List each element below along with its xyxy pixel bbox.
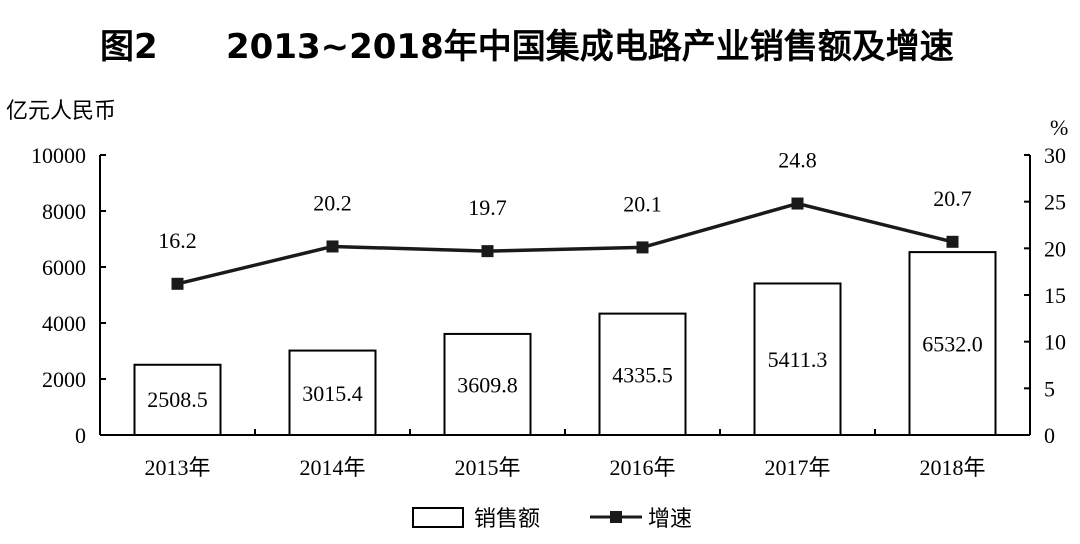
bar-value-label: 4335.5 bbox=[612, 362, 673, 387]
growth-value-label: 19.7 bbox=[468, 195, 507, 220]
y-right-tick-label: 25 bbox=[1044, 190, 1066, 215]
growth-marker bbox=[946, 235, 959, 248]
growth-marker bbox=[636, 241, 649, 254]
growth-line bbox=[177, 201, 953, 286]
bar-value-label: 5411.3 bbox=[768, 347, 828, 372]
chart-title: 2013~2018年中国集成电路产业销售额及增速 bbox=[226, 27, 954, 67]
x-tick-label: 2017年 bbox=[764, 455, 830, 480]
growth-value-label: 24.8 bbox=[778, 148, 817, 173]
x-tick-label: 2015年 bbox=[454, 455, 520, 480]
growth-value-label: 20.1 bbox=[623, 191, 662, 216]
bar bbox=[908, 251, 997, 436]
bar-value-label: 6532.0 bbox=[922, 332, 983, 357]
legend-bar-label: 销售额 bbox=[474, 507, 540, 532]
x-tick-label: 2018年 bbox=[919, 455, 985, 480]
x-tick-label: 2014年 bbox=[299, 455, 365, 480]
x-tick-label: 2013年 bbox=[144, 455, 210, 480]
y-right-tick-label: 5 bbox=[1044, 376, 1055, 401]
growth-marker bbox=[791, 197, 804, 210]
y-left-tick-label: 6000 bbox=[42, 255, 86, 280]
growth-marker bbox=[171, 277, 184, 290]
figure-label: 图2 bbox=[100, 27, 158, 67]
y-left-tick-label: 4000 bbox=[42, 311, 86, 336]
y-right-tick-label: 15 bbox=[1044, 283, 1066, 308]
growth-value-label: 20.2 bbox=[313, 190, 352, 215]
x-tick-label: 2016年 bbox=[609, 455, 675, 480]
y-right-tick-label: 30 bbox=[1044, 143, 1066, 168]
y-right-tick-label: 20 bbox=[1044, 236, 1066, 261]
growth-marker bbox=[481, 245, 494, 258]
growth-marker bbox=[326, 240, 339, 253]
bar-value-label: 2508.5 bbox=[147, 387, 208, 412]
legend-line-marker bbox=[610, 511, 622, 523]
y-left-tick-label: 0 bbox=[75, 423, 86, 448]
growth-value-label: 20.7 bbox=[933, 186, 972, 211]
y-right-tick-label: 0 bbox=[1044, 423, 1055, 448]
bar bbox=[288, 349, 377, 436]
y-axis-right-label: % bbox=[1050, 115, 1068, 140]
bar bbox=[598, 312, 687, 436]
bar bbox=[443, 332, 532, 436]
y-left-tick-label: 8000 bbox=[42, 199, 86, 224]
legend-bar-swatch bbox=[412, 507, 464, 528]
legend: 销售额 增速 bbox=[412, 507, 692, 532]
legend-line-label: 增速 bbox=[648, 507, 692, 532]
bar bbox=[753, 282, 842, 437]
y-left-tick-label: 2000 bbox=[42, 367, 86, 392]
y-axis-left-label: 亿元人民币 bbox=[6, 99, 116, 124]
y-left-tick-label: 10000 bbox=[31, 143, 86, 168]
bar-value-label: 3015.4 bbox=[302, 381, 363, 406]
growth-value-label: 16.2 bbox=[158, 228, 197, 253]
y-right-tick-label: 10 bbox=[1044, 330, 1066, 355]
bar-value-label: 3609.8 bbox=[457, 372, 518, 397]
bar bbox=[133, 363, 222, 436]
